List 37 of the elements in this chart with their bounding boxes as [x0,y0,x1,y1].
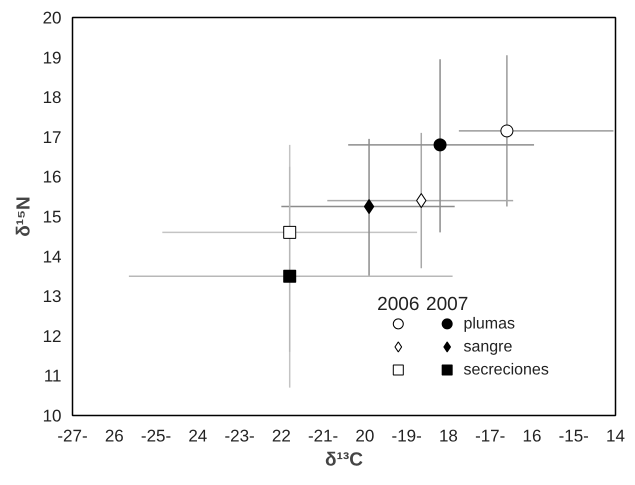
y-tick-label: 16 [42,168,62,187]
y-tick-label: 11 [44,366,62,386]
y-tick-label: 19 [42,48,62,68]
x-tick-label: 20 [355,426,374,446]
legend-label: secreciones [463,362,549,379]
legend-label: plumas [463,315,516,332]
annotation: 2007 [426,294,468,316]
y-tick-label: 15 [42,208,62,226]
x-tick-label: 22 [272,426,291,446]
x-tick-label: 26 [104,426,124,446]
y-tick-label: 17 [42,128,62,147]
x-tick-label: -23- [224,426,255,446]
point [434,138,447,152]
x-axis-title: δ¹³C [325,450,364,470]
x-tick-label: 18 [438,426,458,446]
legend-label: sangre [463,338,512,356]
point [283,226,296,239]
x-tick-label: -17- [475,426,506,446]
x-tick-label: 16 [522,426,542,446]
x-tick-label: -21- [308,426,338,446]
x-tick-label: -25- [140,426,172,446]
y-tick-label: 18 [42,88,62,108]
point [500,124,514,138]
y-tick-label: 13 [42,287,62,306]
x-tick-label: -19- [392,426,422,446]
x-tick-label: 24 [188,426,208,446]
y-axis-title: δ¹⁵N [14,196,35,237]
point [283,270,296,283]
y-tick-label: 20 [42,8,62,28]
y-tick-label: 10 [42,406,62,426]
x-tick-label: -27- [57,426,88,446]
y-tick-label: 14 [42,247,62,266]
x-tick-label: 14 [606,426,625,446]
y-tick-label: 12 [42,326,62,346]
point [364,199,374,214]
annotation: 2006 [377,294,420,316]
x-tick-label: -15- [558,426,589,446]
